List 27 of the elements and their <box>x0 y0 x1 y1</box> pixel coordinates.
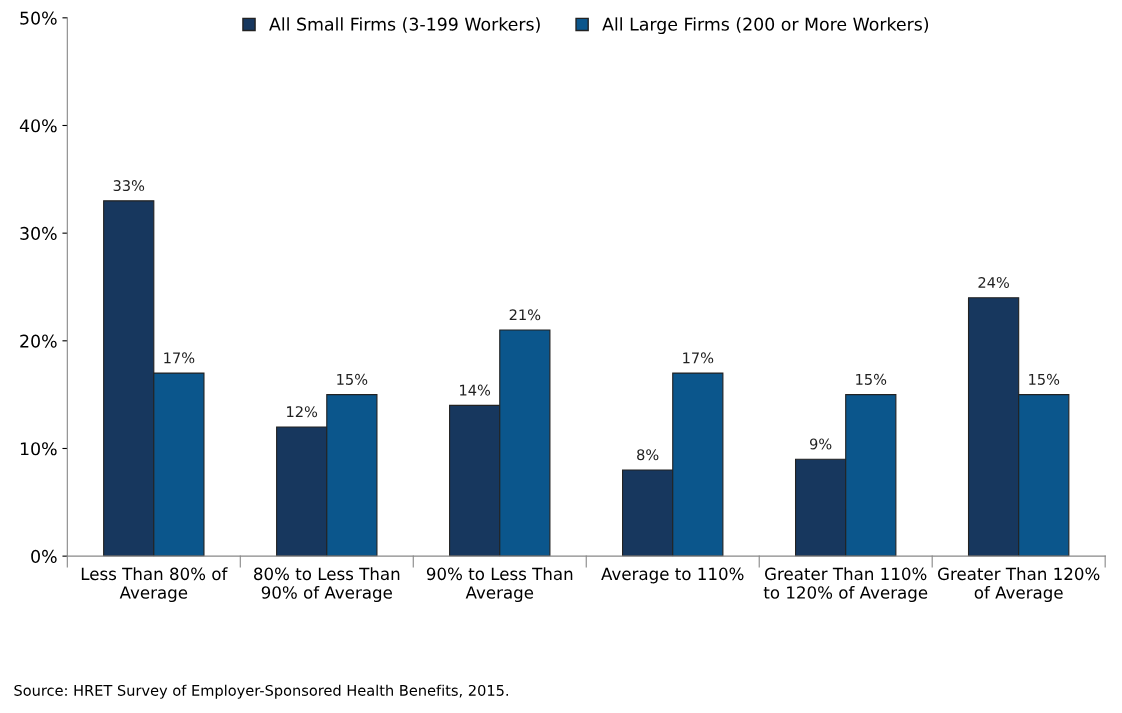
y-tick-label: 30% <box>20 226 57 240</box>
legend-label: All Small Firms (3-199 Workers) <box>269 17 540 33</box>
data-label: 8% <box>637 449 659 461</box>
y-tick-label: 50% <box>20 11 57 25</box>
x-tick-label: Greater Than 120% of Average <box>937 567 1100 603</box>
x-tick-label: 80% to Less Than 90% of Average <box>254 567 400 603</box>
y-tick-label: 40% <box>19 119 57 133</box>
x-tick-label: 90% to Less Than Average <box>426 567 573 603</box>
data-label: 17% <box>164 352 195 364</box>
data-label: 17% <box>683 352 714 364</box>
x-tick-label: Less Than 80% of Average <box>81 567 228 603</box>
y-tick-label: 20% <box>20 334 57 348</box>
data-label: 12% <box>287 406 318 418</box>
data-label: 15% <box>337 373 368 385</box>
y-tick-label: 10% <box>20 442 57 456</box>
data-label: 15% <box>1029 373 1060 385</box>
data-label: 14% <box>460 384 491 396</box>
data-label: 24% <box>978 276 1009 288</box>
legend-label: All Large Firms (200 or More Workers) <box>602 17 929 35</box>
data-label: 9% <box>809 438 832 450</box>
data-label: 21% <box>509 309 541 321</box>
data-label: 33% <box>113 180 145 192</box>
source-note: Source: HRET Survey of Employer-Sponsored Health Benefits, 2015. <box>14 684 508 699</box>
y-tick-label: 0% <box>31 549 57 563</box>
x-tick-label: Average to 110% <box>601 567 744 584</box>
data-label: 15% <box>856 373 887 385</box>
x-tick-label: Greater Than 110% to 120% of Average <box>763 567 928 603</box>
